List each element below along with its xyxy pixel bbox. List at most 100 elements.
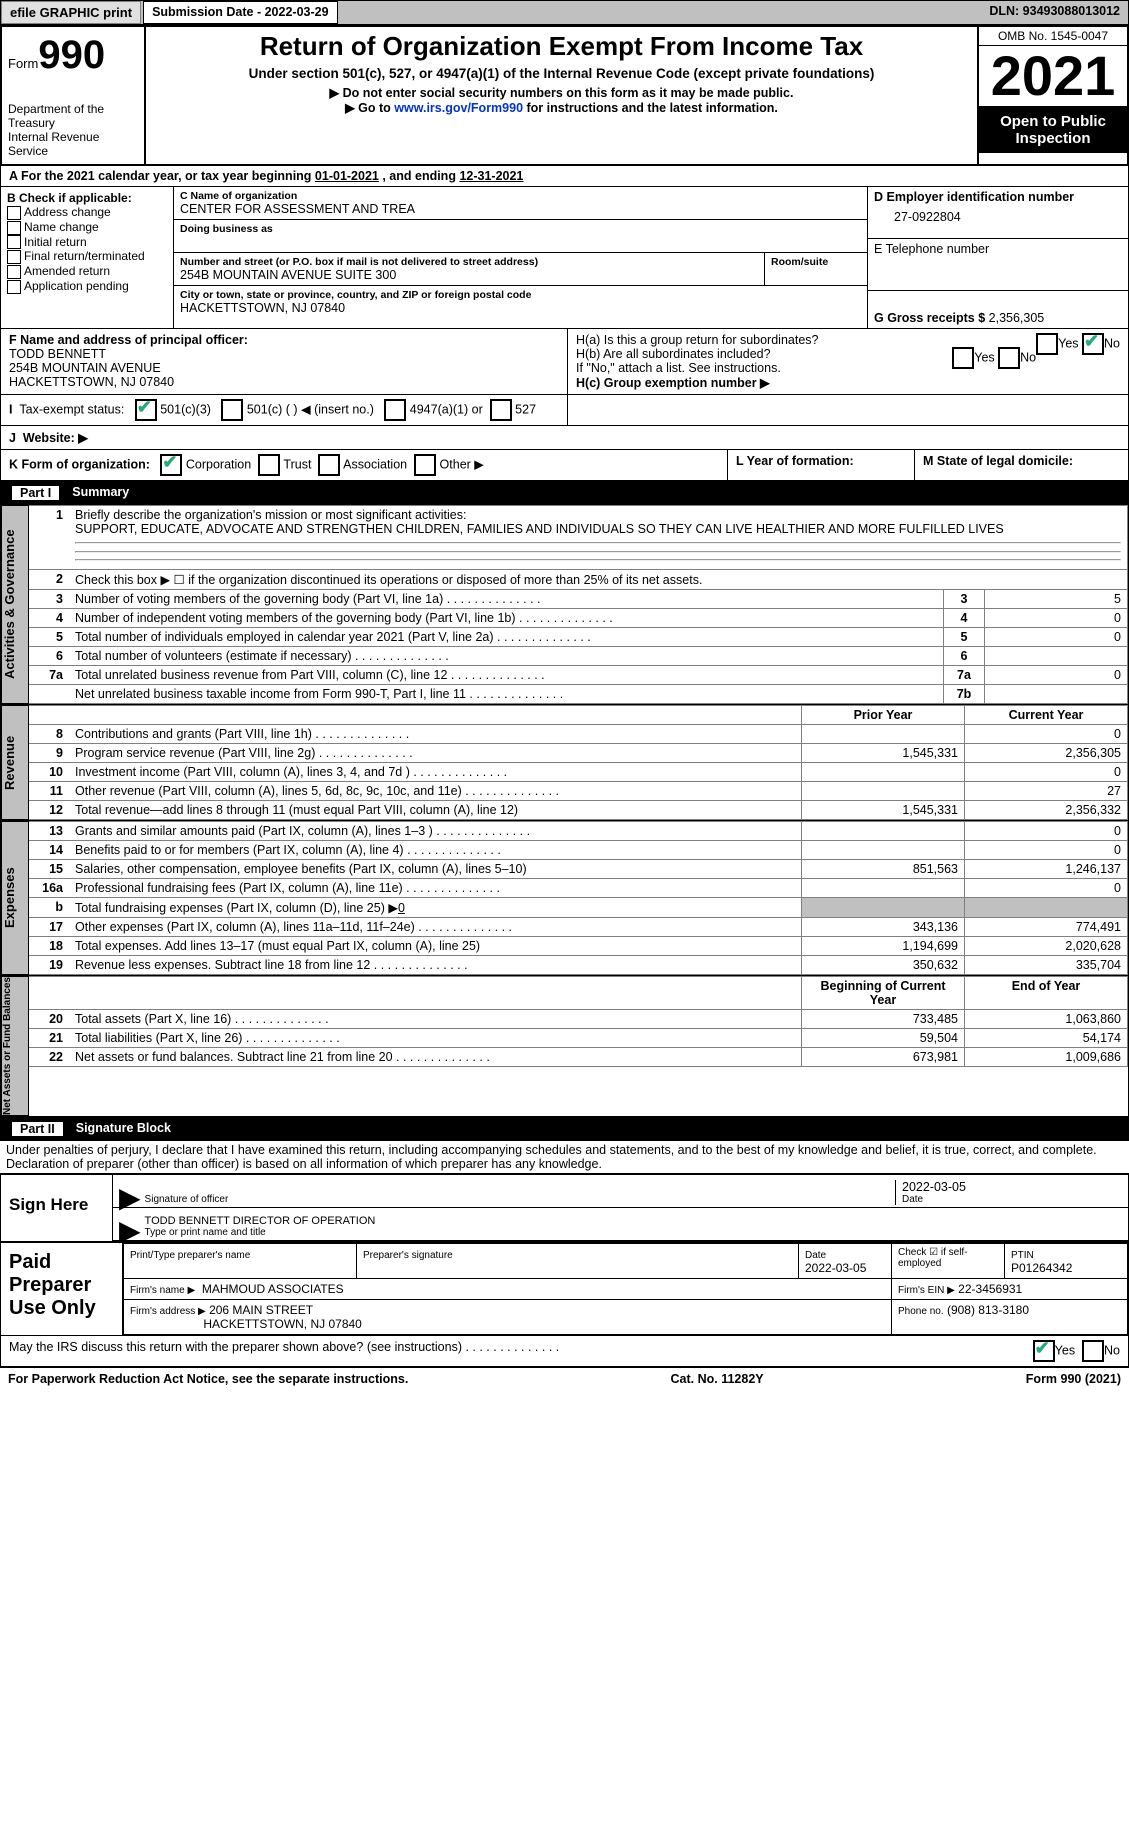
prior-year-hdr: Prior Year — [802, 706, 965, 725]
cb-501c[interactable] — [221, 399, 243, 421]
l16b: Total fundraising expenses (Part IX, col… — [69, 898, 802, 918]
e21: 54,174 — [965, 1029, 1128, 1048]
p19: 350,632 — [802, 956, 965, 975]
cb-trust[interactable] — [258, 454, 280, 476]
v4: 0 — [985, 609, 1128, 628]
vtab-revenue: Revenue — [1, 705, 29, 820]
discuss-no[interactable] — [1082, 1340, 1104, 1362]
c18: 2,020,628 — [965, 937, 1128, 956]
c-city-cell: City or town, state or province, country… — [174, 286, 867, 318]
return-title: Return of Organization Exempt From Incom… — [154, 31, 969, 62]
cb-4947[interactable] — [384, 399, 406, 421]
l16a: Professional fundraising fees (Part IX, … — [69, 879, 802, 898]
revenue-section: Revenue Prior YearCurrent Year 8Contribu… — [0, 704, 1129, 820]
e-phone: E Telephone number — [868, 239, 1128, 291]
p14 — [802, 841, 965, 860]
efile-print-button[interactable]: efile GRAPHIC print — [1, 1, 141, 24]
vtab-activities: Activities & Governance — [1, 505, 29, 704]
dln: DLN: 93493088013012 — [981, 1, 1128, 24]
arrow-icon: ▶ — [119, 1224, 141, 1238]
current-year-hdr: Current Year — [965, 706, 1128, 725]
p9: 1,545,331 — [802, 744, 965, 763]
vtab-expenses: Expenses — [1, 821, 29, 975]
part-i-header: Part ISummary — [0, 481, 1129, 505]
l12: Total revenue—add lines 8 through 11 (mu… — [69, 801, 802, 820]
firm-ein: 22-3456931 — [958, 1282, 1022, 1296]
c9: 2,356,305 — [965, 744, 1128, 763]
line-a: A For the 2021 calendar year, or tax yea… — [0, 166, 1129, 187]
cb-address[interactable]: Address change — [7, 205, 167, 220]
c-name-cell: C Name of organization CENTER FOR ASSESS… — [174, 187, 867, 220]
firm-addr2: HACKETTSTOWN, NJ 07840 — [203, 1317, 361, 1331]
cb-final[interactable]: Final return/terminated — [7, 249, 167, 264]
c19: 335,704 — [965, 956, 1128, 975]
cb-501c3[interactable] — [135, 399, 157, 421]
paid-preparer-block: Paid Preparer Use Only Print/Type prepar… — [0, 1242, 1129, 1336]
l11: Other revenue (Part VIII, column (A), li… — [69, 782, 802, 801]
h-b2: If "No," attach a list. See instructions… — [576, 361, 1120, 375]
v7a: 0 — [985, 666, 1128, 685]
firm-phone: (908) 813-3180 — [947, 1303, 1029, 1317]
b22: 673,981 — [802, 1048, 965, 1067]
irs-label: Internal Revenue Service — [8, 130, 138, 158]
l17: Other expenses (Part IX, column (A), lin… — [69, 918, 802, 937]
l13: Grants and similar amounts paid (Part IX… — [69, 822, 802, 841]
cb-assoc[interactable] — [318, 454, 340, 476]
cb-other[interactable] — [414, 454, 436, 476]
l7a: Total unrelated business revenue from Pa… — [69, 666, 944, 685]
l2: Check this box ▶ ☐ if the organization d… — [69, 570, 1128, 590]
irs-link[interactable]: www.irs.gov/Form990 — [394, 101, 523, 115]
b-label: B Check if applicable: — [7, 191, 167, 205]
tax-year: 2021 — [979, 46, 1127, 107]
v5: 0 — [985, 628, 1128, 647]
expenses-section: Expenses 13Grants and similar amounts pa… — [0, 820, 1129, 975]
org-name: CENTER FOR ASSESSMENT AND TREA — [180, 202, 861, 216]
l1-value: SUPPORT, EDUCATE, ADVOCATE AND STRENGTHE… — [75, 522, 1004, 536]
h-c: H(c) Group exemption number ▶ — [576, 375, 1120, 390]
top-bar: efile GRAPHIC print Submission Date - 20… — [0, 0, 1129, 25]
form-990-label: Form990 — [8, 33, 138, 78]
officer-addr2: HACKETTSTOWN, NJ 07840 — [9, 375, 559, 389]
cb-name[interactable]: Name change — [7, 220, 167, 235]
net-assets-section: Net Assets or Fund Balances Beginning of… — [0, 975, 1129, 1117]
cb-pending[interactable]: Application pending — [7, 279, 167, 294]
sig-date-label: Date — [902, 1194, 1122, 1205]
form-header: Form990 Department of the Treasury Inter… — [0, 25, 1129, 166]
l14: Benefits paid to or for members (Part IX… — [69, 841, 802, 860]
footer-right: Form 990 (2021) — [1026, 1372, 1121, 1386]
firm-name: MAHMOUD ASSOCIATES — [202, 1282, 344, 1296]
l1-label: Briefly describe the organization's miss… — [75, 508, 466, 522]
d-ein: D Employer identification number27-09228… — [868, 187, 1128, 239]
cb-amended[interactable]: Amended return — [7, 264, 167, 279]
officer-printed: TODD BENNETT DIRECTOR OF OPERATION — [145, 1215, 1122, 1227]
v6 — [985, 647, 1128, 666]
cb-527[interactable] — [490, 399, 512, 421]
paid-preparer-label: Paid Preparer Use Only — [1, 1243, 123, 1335]
l18: Total expenses. Add lines 13–17 (must eq… — [69, 937, 802, 956]
c-dba-cell: Doing business as — [174, 220, 867, 253]
l-year: L Year of formation: — [728, 450, 915, 480]
l20: Total assets (Part X, line 16) — [69, 1010, 802, 1029]
submission-date: Submission Date - 2022-03-29 — [143, 1, 337, 24]
l22: Net assets or fund balances. Subtract li… — [69, 1048, 802, 1067]
officer-name: TODD BENNETT — [9, 347, 559, 361]
subtitle-1: Under section 501(c), 527, or 4947(a)(1)… — [154, 66, 969, 81]
vtab-net: Net Assets or Fund Balances — [1, 976, 29, 1116]
cb-corp[interactable] — [160, 454, 182, 476]
c11: 27 — [965, 782, 1128, 801]
l4: Number of independent voting members of … — [69, 609, 944, 628]
c14: 0 — [965, 841, 1128, 860]
i-row: I Tax-exempt status: 501(c)(3) 501(c) ( … — [0, 395, 1129, 426]
ptin: P01264342 — [1011, 1261, 1072, 1275]
c-addr-cell: Number and street (or P.O. box if mail i… — [174, 253, 867, 286]
cb-initial[interactable]: Initial return — [7, 235, 167, 250]
discuss-yes[interactable] — [1033, 1340, 1055, 1362]
open-to-public: Open to Public Inspection — [979, 107, 1127, 153]
b20: 733,485 — [802, 1010, 965, 1029]
sig-date: 2022-03-05 — [902, 1180, 1122, 1194]
l7b: Net unrelated business taxable income fr… — [69, 685, 944, 704]
l9: Program service revenue (Part VIII, line… — [69, 744, 802, 763]
activities-section: Activities & Governance 1 Briefly descri… — [0, 505, 1129, 704]
dept-treasury: Department of the Treasury — [8, 102, 138, 130]
p11 — [802, 782, 965, 801]
